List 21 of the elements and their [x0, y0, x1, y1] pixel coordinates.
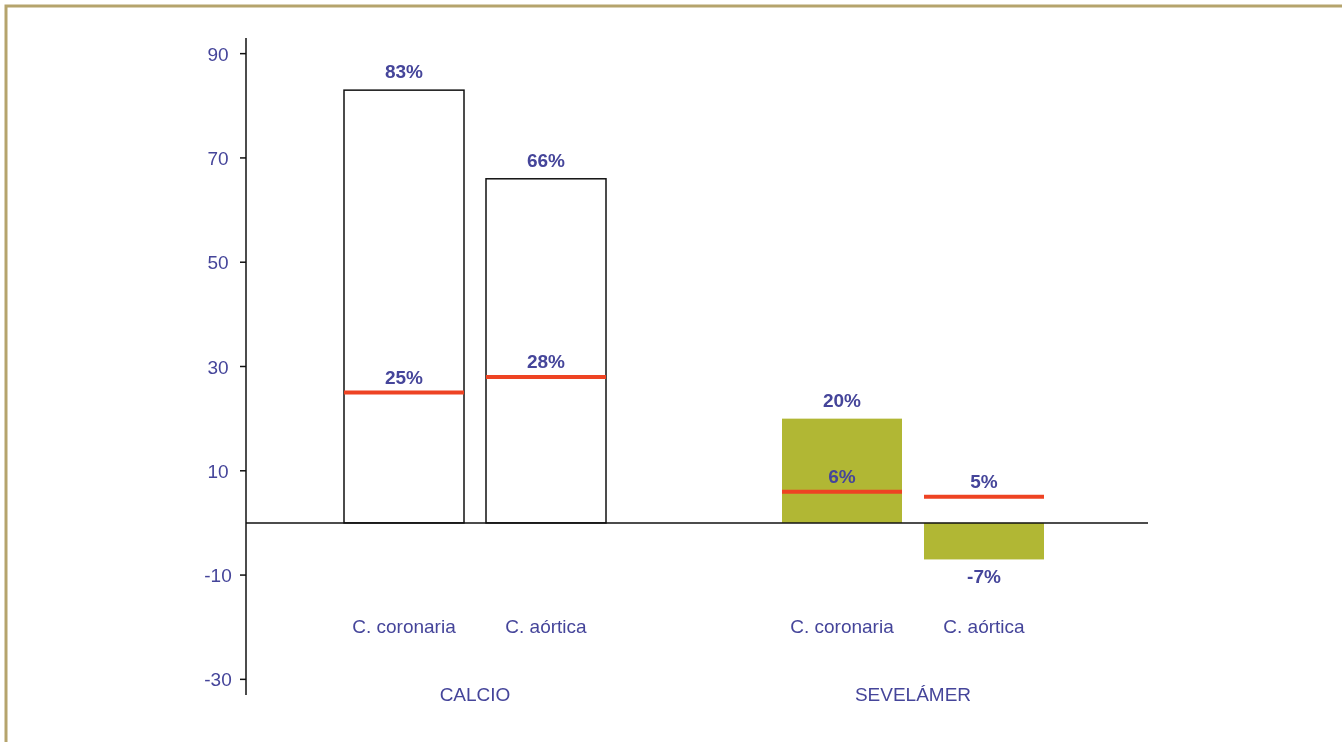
annotation: SEVELÁMER [854, 684, 972, 705]
ref-line-label: 25% [384, 366, 424, 388]
y-tick-label: 10 [207, 460, 229, 482]
annotation: CALCIO [439, 684, 511, 705]
data-label: 20% [822, 389, 862, 411]
ref-line-label: 5% [970, 470, 998, 492]
data-label: 66% [526, 149, 566, 171]
data-label: -7% [967, 566, 1001, 588]
x-tick-label: C. coronaria [352, 616, 457, 637]
x-tick-label: C. aórtica [505, 616, 588, 637]
y-tick-label: 90 [207, 43, 229, 65]
y-tick-label: 70 [207, 147, 229, 169]
x-tick-label: C. aórtica [943, 616, 1026, 637]
y-tick-label: 30 [207, 356, 229, 378]
y-tick-label: 50 [207, 252, 229, 274]
data-label: 83% [384, 61, 424, 83]
y-tick-label: -10 [204, 565, 232, 587]
x-tick-label: C. coronaria [790, 616, 895, 637]
y-tick-label: -30 [204, 669, 232, 691]
ref-line-label: 28% [526, 350, 566, 372]
ref-line-label: 6% [828, 465, 856, 487]
